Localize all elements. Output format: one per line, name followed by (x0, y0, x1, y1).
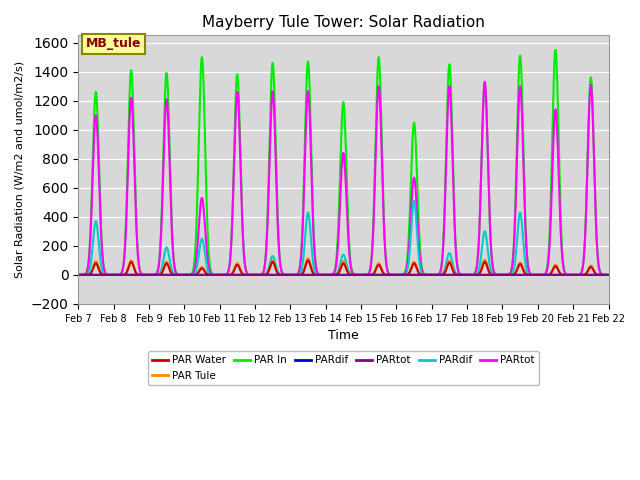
Y-axis label: Solar Radiation (W/m2 and umol/m2/s): Solar Radiation (W/m2 and umol/m2/s) (15, 61, 25, 278)
Title: Mayberry Tule Tower: Solar Radiation: Mayberry Tule Tower: Solar Radiation (202, 15, 484, 30)
X-axis label: Time: Time (328, 329, 358, 342)
Text: MB_tule: MB_tule (86, 37, 141, 50)
Legend: PAR Water, PAR Tule, PAR In, PARdif, PARtot, PARdif, PARtot: PAR Water, PAR Tule, PAR In, PARdif, PAR… (148, 351, 539, 384)
